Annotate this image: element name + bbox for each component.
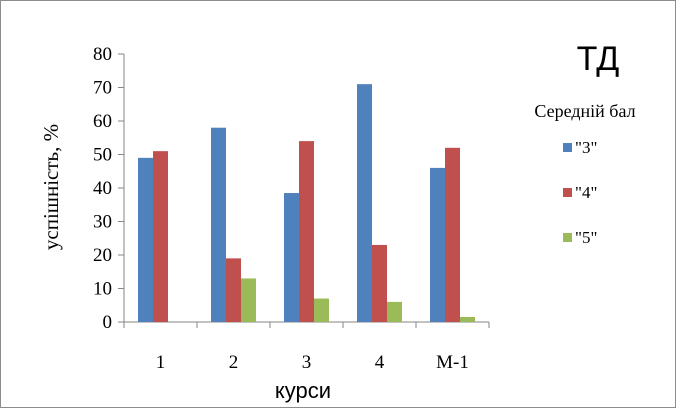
y-tick-label: 40 (93, 178, 112, 199)
legend-label: "5" (575, 228, 597, 247)
bar-series-3 (314, 298, 329, 322)
legend-label: "3" (575, 138, 597, 157)
plot-area: 0 10 20 30 40 50 60 70 80 1 2 3 4 М-1 (93, 44, 490, 373)
chart-title: ТД (577, 40, 620, 78)
y-tick-label: 70 (93, 78, 112, 99)
bar-series-3 (241, 278, 256, 322)
x-axis-label: курси (275, 378, 331, 403)
bar-series-2 (299, 141, 314, 322)
bar-series-1 (138, 157, 153, 322)
y-tick-label: 10 (93, 279, 112, 300)
bar-series-1 (430, 167, 445, 322)
legend-swatch (563, 188, 572, 197)
bar-series-2 (226, 258, 241, 322)
x-tick-label: 3 (302, 352, 312, 373)
y-tick-label: 80 (93, 44, 112, 65)
y-tick-label: 20 (93, 245, 112, 266)
y-tick-label: 0 (103, 312, 113, 333)
legend-swatch (563, 233, 572, 242)
bar-series-1 (211, 127, 226, 322)
x-tick-label: 4 (375, 352, 385, 373)
bar-series-2 (153, 151, 168, 322)
y-tick-label: 50 (93, 145, 112, 166)
legend-label: "4" (575, 183, 597, 202)
y-tick-label: 60 (93, 111, 112, 132)
x-tick-label: 2 (229, 352, 239, 373)
y-tick-label: 30 (93, 212, 112, 233)
bar-series-1 (284, 193, 299, 322)
bar-series-3 (460, 316, 475, 322)
bar-series-3 (387, 301, 402, 322)
y-axis-label: успішність, % (39, 124, 63, 250)
bar-series-2 (372, 244, 387, 322)
bar-series-1 (357, 84, 372, 323)
bar-series-2 (445, 147, 460, 322)
x-tick-label: М-1 (436, 352, 469, 373)
x-tick-label: 1 (156, 352, 166, 373)
legend-title: Середній бал (534, 101, 635, 121)
legend: "3" "4" "5" (563, 138, 597, 247)
legend-swatch (563, 143, 572, 152)
